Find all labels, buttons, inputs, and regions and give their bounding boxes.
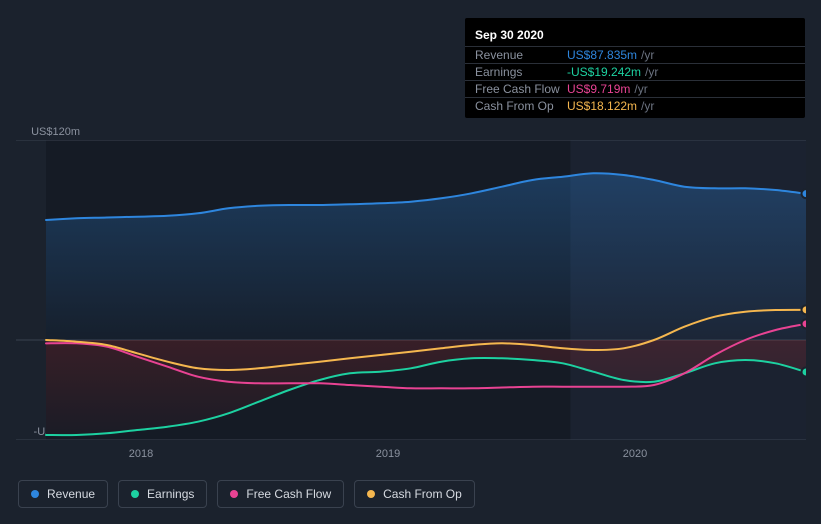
tooltip-row: RevenueUS$87.835m/yr (465, 46, 805, 63)
tooltip-row: Earnings-US$19.242m/yr (465, 63, 805, 80)
financial-chart-widget: { "tooltip": { "date": "Sep 30 2020", "r… (0, 0, 821, 524)
legend-item[interactable]: Earnings (118, 480, 207, 508)
legend-item[interactable]: Cash From Op (354, 480, 475, 508)
legend-label: Free Cash Flow (246, 487, 331, 501)
legend-dot-icon (31, 490, 39, 498)
legend-dot-icon (131, 490, 139, 498)
x-axis-label: 2020 (623, 448, 647, 460)
legend-dot-icon (367, 490, 375, 498)
tooltip-row-unit: /yr (641, 48, 654, 62)
x-axis-label: 2018 (129, 448, 153, 460)
tooltip-row-label: Cash From Op (475, 99, 567, 113)
tooltip-row-unit: /yr (641, 99, 654, 113)
tooltip-date: Sep 30 2020 (465, 26, 805, 46)
chart-tooltip: Sep 30 2020 RevenueUS$87.835m/yrEarnings… (465, 18, 805, 118)
tooltip-row-label: Earnings (475, 65, 567, 79)
tooltip-row-value: US$18.122m (567, 99, 637, 113)
tooltip-row-label: Free Cash Flow (475, 82, 567, 96)
tooltip-row-label: Revenue (475, 48, 567, 62)
legend-item[interactable]: Free Cash Flow (217, 480, 344, 508)
tooltip-row-value: US$9.719m (567, 82, 630, 96)
chart-legend: Revenue Earnings Free Cash Flow Cash From O… (18, 480, 475, 508)
legend-dot-icon (230, 490, 238, 498)
legend-label: Cash From Op (383, 487, 462, 501)
tooltip-row-unit: /yr (634, 82, 647, 96)
legend-label: Earnings (147, 487, 194, 501)
legend-label: Revenue (47, 487, 95, 501)
tooltip-row: Free Cash FlowUS$9.719m/yr (465, 80, 805, 97)
tooltip-row-value: US$87.835m (567, 48, 637, 62)
tooltip-row-unit: /yr (645, 65, 658, 79)
chart-area[interactable] (16, 140, 806, 440)
tooltip-row: Cash From OpUS$18.122m/yr (465, 97, 805, 114)
y-axis-label: US$120m (20, 126, 80, 138)
legend-item[interactable]: Revenue (18, 480, 108, 508)
x-axis-label: 2019 (376, 448, 400, 460)
tooltip-row-value: -US$19.242m (567, 65, 641, 79)
